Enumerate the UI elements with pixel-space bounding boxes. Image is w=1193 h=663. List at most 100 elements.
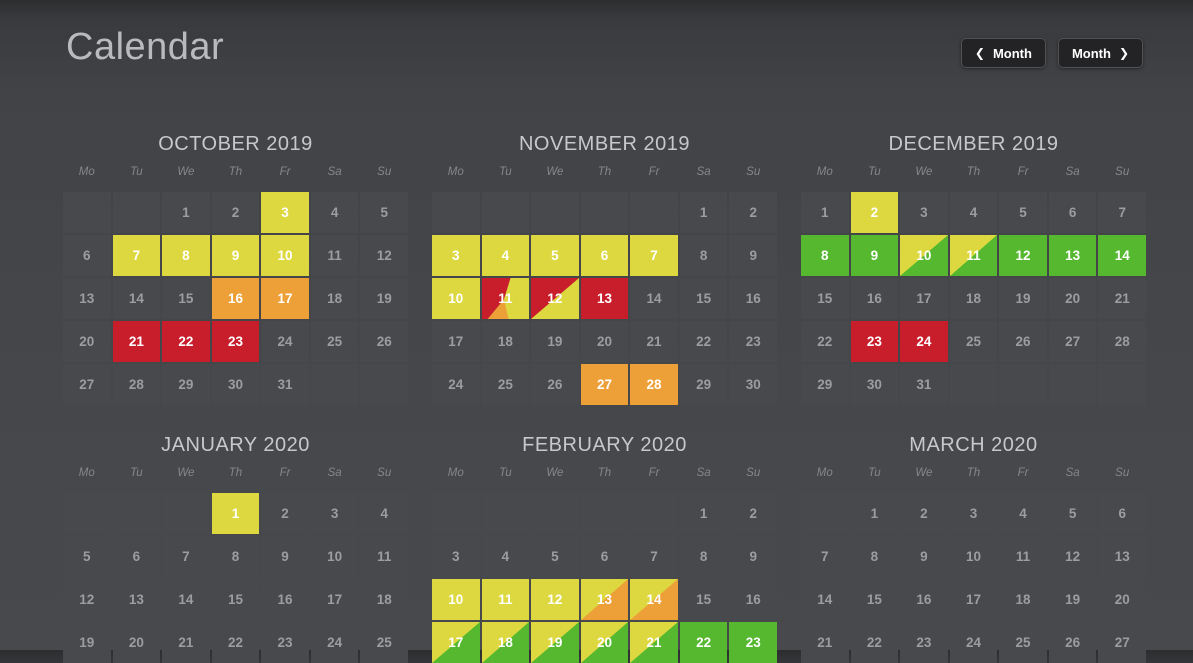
day-cell[interactable]: 5: [1048, 493, 1097, 534]
day-cell[interactable]: 5: [999, 192, 1047, 233]
day-cell[interactable]: 15: [850, 579, 899, 620]
day-cell[interactable]: 11: [310, 235, 359, 276]
day-cell[interactable]: 26: [531, 364, 579, 405]
day-cell[interactable]: 9: [729, 235, 777, 276]
day-cell[interactable]: 15: [679, 579, 728, 620]
day-cell[interactable]: 1: [801, 192, 849, 233]
day-cell[interactable]: 7: [630, 235, 678, 276]
day-cell[interactable]: 19: [1048, 579, 1097, 620]
day-cell[interactable]: 8: [162, 235, 210, 276]
day-cell[interactable]: 20: [580, 321, 629, 362]
day-cell[interactable]: 24: [261, 321, 309, 362]
day-cell[interactable]: 2: [900, 493, 948, 534]
day-cell[interactable]: 22: [850, 622, 899, 663]
day-cell[interactable]: 3: [261, 192, 309, 233]
day-cell[interactable]: 13: [580, 579, 629, 620]
day-cell[interactable]: 26: [360, 321, 408, 362]
day-cell[interactable]: 12: [1048, 536, 1097, 577]
day-cell[interactable]: 6: [580, 235, 629, 276]
day-cell[interactable]: 1: [211, 493, 260, 534]
day-cell[interactable]: 23: [211, 321, 260, 362]
day-cell[interactable]: 28: [112, 364, 161, 405]
prev-month-button[interactable]: ❮ Month: [960, 38, 1046, 68]
day-cell[interactable]: 24: [310, 622, 359, 663]
day-cell[interactable]: 8: [850, 536, 899, 577]
day-cell[interactable]: 15: [211, 579, 260, 620]
day-cell[interactable]: 18: [360, 579, 408, 620]
day-cell[interactable]: 8: [679, 235, 728, 276]
day-cell[interactable]: 3: [900, 192, 948, 233]
day-cell[interactable]: 2: [261, 493, 309, 534]
day-cell[interactable]: 5: [531, 536, 579, 577]
day-cell[interactable]: 2: [850, 192, 899, 233]
day-cell[interactable]: 1: [850, 493, 899, 534]
day-cell[interactable]: 20: [112, 622, 161, 663]
day-cell[interactable]: 16: [900, 579, 948, 620]
day-cell[interactable]: 25: [481, 364, 530, 405]
day-cell[interactable]: 8: [801, 235, 849, 276]
day-cell[interactable]: 16: [729, 278, 777, 319]
day-cell[interactable]: 19: [531, 321, 579, 362]
day-cell[interactable]: 10: [432, 278, 480, 319]
day-cell[interactable]: 5: [531, 235, 579, 276]
day-cell[interactable]: 10: [900, 235, 948, 276]
day-cell[interactable]: 18: [949, 278, 998, 319]
day-cell[interactable]: 10: [261, 235, 309, 276]
day-cell[interactable]: 22: [679, 622, 728, 663]
day-cell[interactable]: 24: [949, 622, 998, 663]
day-cell[interactable]: 23: [261, 622, 309, 663]
day-cell[interactable]: 25: [999, 622, 1047, 663]
day-cell[interactable]: 12: [999, 235, 1047, 276]
day-cell[interactable]: 6: [63, 235, 111, 276]
day-cell[interactable]: 1: [679, 192, 728, 233]
day-cell[interactable]: 29: [162, 364, 210, 405]
day-cell[interactable]: 17: [432, 321, 480, 362]
day-cell[interactable]: 4: [949, 192, 998, 233]
day-cell[interactable]: 19: [360, 278, 408, 319]
day-cell[interactable]: 23: [900, 622, 948, 663]
day-cell[interactable]: 10: [949, 536, 998, 577]
day-cell[interactable]: 8: [211, 536, 260, 577]
day-cell[interactable]: 26: [1048, 622, 1097, 663]
day-cell[interactable]: 9: [850, 235, 899, 276]
day-cell[interactable]: 9: [211, 235, 260, 276]
day-cell[interactable]: 14: [630, 579, 678, 620]
day-cell[interactable]: 16: [211, 278, 260, 319]
day-cell[interactable]: 6: [112, 536, 161, 577]
day-cell[interactable]: 18: [999, 579, 1047, 620]
day-cell[interactable]: 12: [360, 235, 408, 276]
day-cell[interactable]: 20: [1048, 278, 1097, 319]
day-cell[interactable]: 20: [580, 622, 629, 663]
day-cell[interactable]: 21: [630, 321, 678, 362]
day-cell[interactable]: 18: [310, 278, 359, 319]
day-cell[interactable]: 22: [211, 622, 260, 663]
day-cell[interactable]: 16: [729, 579, 777, 620]
day-cell[interactable]: 18: [481, 321, 530, 362]
day-cell[interactable]: 15: [162, 278, 210, 319]
day-cell[interactable]: 3: [310, 493, 359, 534]
day-cell[interactable]: 6: [1048, 192, 1097, 233]
day-cell[interactable]: 29: [679, 364, 728, 405]
day-cell[interactable]: 31: [261, 364, 309, 405]
day-cell[interactable]: 21: [630, 622, 678, 663]
day-cell[interactable]: 21: [1098, 278, 1146, 319]
day-cell[interactable]: 14: [112, 278, 161, 319]
day-cell[interactable]: 25: [310, 321, 359, 362]
day-cell[interactable]: 28: [1098, 321, 1146, 362]
day-cell[interactable]: 14: [162, 579, 210, 620]
day-cell[interactable]: 13: [112, 579, 161, 620]
day-cell[interactable]: 28: [630, 364, 678, 405]
day-cell[interactable]: 30: [211, 364, 260, 405]
day-cell[interactable]: 17: [900, 278, 948, 319]
day-cell[interactable]: 12: [63, 579, 111, 620]
day-cell[interactable]: 13: [1098, 536, 1146, 577]
day-cell[interactable]: 21: [162, 622, 210, 663]
day-cell[interactable]: 13: [580, 278, 629, 319]
day-cell[interactable]: 20: [63, 321, 111, 362]
day-cell[interactable]: 15: [801, 278, 849, 319]
day-cell[interactable]: 23: [850, 321, 899, 362]
day-cell[interactable]: 22: [162, 321, 210, 362]
day-cell[interactable]: 7: [801, 536, 849, 577]
day-cell[interactable]: 4: [999, 493, 1047, 534]
day-cell[interactable]: 3: [432, 536, 480, 577]
